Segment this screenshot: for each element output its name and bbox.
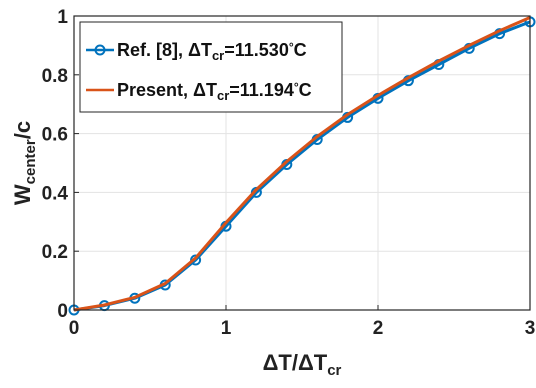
x-tick-label: 0 — [69, 318, 80, 339]
y-tick-label: 1 — [57, 7, 68, 28]
x-tick-label: 1 — [221, 318, 232, 339]
tick-labels: 0 1 2 3 0 0.2 0.4 0.6 0.8 1 — [42, 7, 536, 339]
x-tick-label: 3 — [525, 318, 536, 339]
legend-marker-ref — [94, 44, 106, 56]
series-line-1 — [73, 16, 531, 312]
legend-label-ref: Ref. [8], ΔTcr=11.530°C — [117, 40, 307, 63]
y-tick-label: 0 — [57, 301, 68, 322]
x-axis-label: ΔT/ΔTcr — [263, 350, 342, 379]
y-tick-label: 0.6 — [42, 125, 68, 146]
legend-entry-ref: Ref. [8], ΔTcr=11.530°C — [86, 40, 307, 63]
legend-box — [79, 21, 343, 113]
legend: Ref. [8], ΔTcr=11.530°C Present, ΔTcr=11… — [79, 21, 343, 113]
y-axis-label: Wcenter/c — [10, 121, 39, 205]
series-layer — [68, 16, 536, 316]
legend-label-present: Present, ΔTcr=11.194°C — [117, 80, 312, 103]
y-tick-label: 0.2 — [42, 242, 68, 263]
legend-entry-present: Present, ΔTcr=11.194°C — [86, 80, 312, 103]
x-tick-label: 2 — [373, 318, 384, 339]
y-tick-label: 0.4 — [42, 183, 69, 204]
plot-frame — [73, 15, 531, 311]
y-tick-label: 0.8 — [42, 66, 68, 87]
